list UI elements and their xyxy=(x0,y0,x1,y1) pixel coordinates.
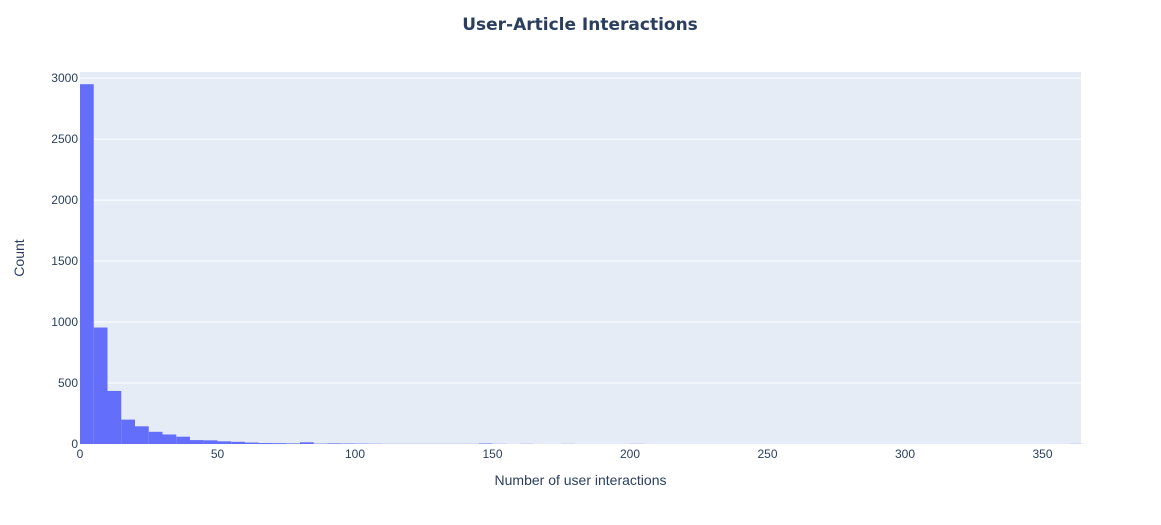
y-axis-ticks: 0 500 1000 1500 2000 2500 3000 xyxy=(51,71,78,451)
histogram-bar xyxy=(286,443,300,444)
histogram-bar xyxy=(135,426,149,444)
histogram-bar xyxy=(148,431,163,444)
histogram-bar xyxy=(272,443,287,444)
bars xyxy=(80,84,1084,445)
x-axis-ticks: 0 50 100 150 200 250 300 350 xyxy=(77,447,1053,461)
y-tick-label: 1500 xyxy=(51,254,78,268)
y-tick-label: 500 xyxy=(58,376,78,390)
y-tick-label: 1000 xyxy=(51,315,78,329)
x-tick-label: 150 xyxy=(482,447,502,461)
x-tick-label: 200 xyxy=(620,447,640,461)
histogram-bar xyxy=(107,390,122,444)
gridlines xyxy=(80,77,1081,384)
x-tick-label: 0 xyxy=(77,447,84,461)
histogram-bar xyxy=(203,440,218,444)
x-tick-label: 350 xyxy=(1032,447,1052,461)
histogram-bar xyxy=(93,327,108,444)
histogram-bar xyxy=(231,441,245,444)
y-tick-label: 3000 xyxy=(51,71,78,85)
y-tick-label: 2000 xyxy=(51,193,78,207)
histogram-bar xyxy=(300,442,314,444)
histogram-bar xyxy=(121,419,135,444)
x-axis-title: Number of user interactions xyxy=(495,472,667,488)
x-tick-label: 300 xyxy=(895,447,915,461)
plot-area xyxy=(80,72,1081,444)
x-tick-label: 250 xyxy=(757,447,777,461)
y-axis-title: Count xyxy=(11,239,27,276)
histogram-bar xyxy=(80,84,94,445)
histogram-bar xyxy=(327,443,342,444)
y-tick-label: 0 xyxy=(71,437,78,451)
y-tick-label: 2500 xyxy=(51,132,78,146)
histogram-bar xyxy=(162,434,177,444)
histogram-bar xyxy=(245,442,259,444)
histogram-bar xyxy=(176,436,190,444)
histogram-bar xyxy=(258,443,273,444)
chart-title: User-Article Interactions xyxy=(462,15,698,35)
x-tick-label: 100 xyxy=(345,447,365,461)
histogram-bar xyxy=(217,441,232,444)
histogram-bar xyxy=(190,440,204,444)
x-tick-label: 50 xyxy=(211,447,225,461)
